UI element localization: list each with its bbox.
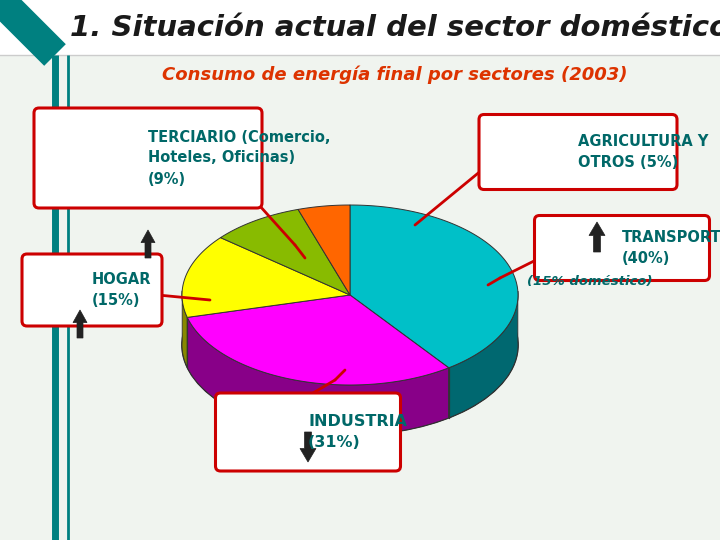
FancyBboxPatch shape — [0, 0, 720, 55]
FancyBboxPatch shape — [534, 215, 709, 280]
FancyBboxPatch shape — [479, 114, 677, 190]
Text: HOGAR
(15%): HOGAR (15%) — [92, 272, 151, 308]
FancyBboxPatch shape — [22, 254, 162, 326]
FancyBboxPatch shape — [215, 393, 400, 471]
Polygon shape — [182, 238, 350, 318]
Polygon shape — [187, 318, 449, 435]
Polygon shape — [73, 310, 87, 338]
Polygon shape — [182, 291, 187, 367]
Polygon shape — [141, 230, 155, 258]
Polygon shape — [350, 205, 518, 368]
FancyBboxPatch shape — [34, 108, 262, 208]
Text: Consumo de energía final por sectores (2003): Consumo de energía final por sectores (2… — [162, 66, 628, 84]
Polygon shape — [298, 205, 350, 295]
Polygon shape — [187, 295, 449, 385]
Text: INDUSTRIA
(31%): INDUSTRIA (31%) — [308, 414, 407, 450]
Polygon shape — [589, 222, 605, 252]
Polygon shape — [449, 291, 518, 418]
Polygon shape — [220, 210, 350, 295]
Text: 1. Situación actual del sector doméstico: 1. Situación actual del sector doméstico — [71, 14, 720, 42]
Text: AGRICULTURA Y
OTROS (5%): AGRICULTURA Y OTROS (5%) — [578, 134, 708, 170]
Ellipse shape — [182, 255, 518, 435]
Text: TRANSPORTE
(40%): TRANSPORTE (40%) — [622, 230, 720, 266]
Text: TERCIARIO (Comercio,
Hoteles, Oficinas)
(9%): TERCIARIO (Comercio, Hoteles, Oficinas) … — [148, 130, 330, 186]
Polygon shape — [300, 432, 316, 462]
Text: (15% doméstico): (15% doméstico) — [527, 275, 653, 288]
